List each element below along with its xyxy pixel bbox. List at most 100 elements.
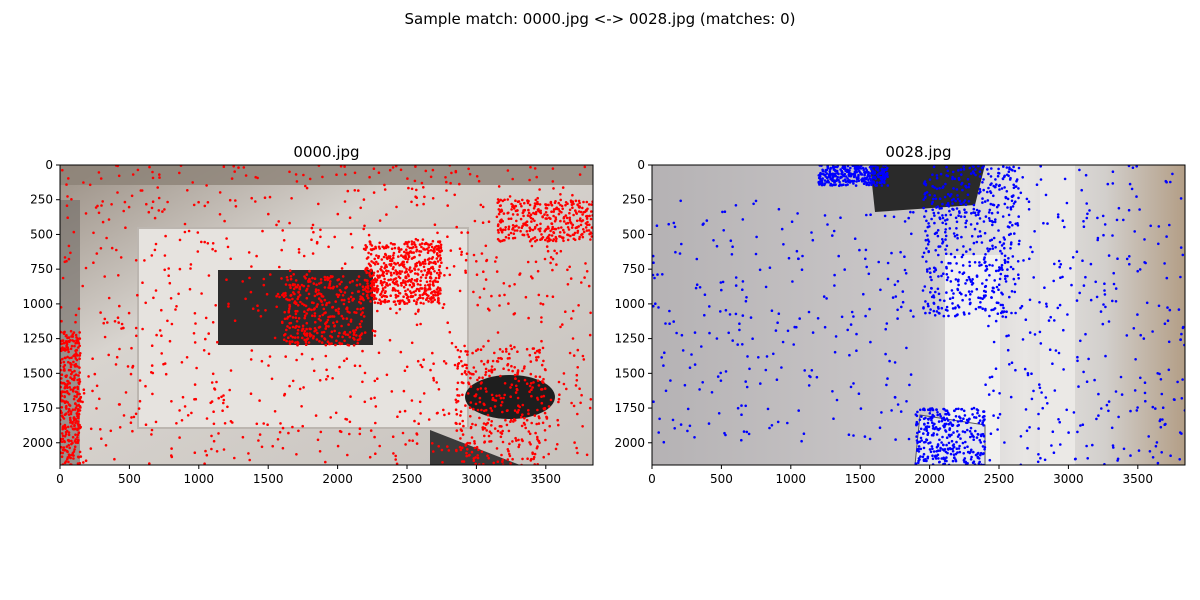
left-keypoint: [566, 283, 570, 286]
right-keypoint: [1082, 284, 1086, 287]
left-keypoint: [498, 294, 501, 297]
right-keypoint: [903, 220, 907, 223]
right-keypoint: [928, 193, 932, 197]
left-keypoint: [76, 393, 79, 396]
left-keypoint: [413, 179, 417, 183]
left-keypoint: [584, 226, 588, 229]
left-keypoint: [363, 331, 367, 334]
left-keypoint: [376, 262, 380, 266]
right-keypoint: [909, 210, 912, 214]
left-keypoint: [436, 286, 440, 289]
right-keypoints: [652, 165, 1185, 465]
right-keypoint: [981, 307, 984, 311]
left-keypoint: [423, 195, 426, 199]
left-keypoint: [507, 236, 511, 240]
right-keypoint: [944, 248, 947, 251]
right-keypoint: [951, 170, 955, 174]
right-keypoint: [1057, 351, 1061, 355]
right-keypoint: [1143, 381, 1147, 385]
left-keypoint: [258, 433, 262, 436]
left-keypoint: [458, 445, 462, 449]
right-keypoint: [975, 274, 979, 278]
right-keypoint: [662, 440, 666, 444]
left-keypoint: [479, 387, 483, 390]
left-keypoint: [393, 246, 397, 250]
right-keypoint: [920, 415, 923, 418]
left-keypoint: [518, 272, 522, 275]
left-keypoint: [74, 373, 78, 377]
left-keypoint: [78, 344, 81, 348]
right-keypoint: [997, 301, 1000, 305]
right-keypoint: [916, 448, 919, 451]
left-keypoint: [152, 296, 155, 300]
right-keypoint: [679, 423, 683, 426]
left-keypoint: [303, 310, 306, 314]
right-keypoint: [962, 271, 966, 275]
right-keypoint: [1009, 176, 1012, 180]
left-keypoint: [433, 223, 437, 226]
left-keypoint: [117, 274, 120, 277]
left-keypoint: [315, 338, 319, 341]
left-keypoint: [74, 438, 77, 441]
right-keypoint: [935, 445, 939, 449]
left-keypoint: [535, 358, 538, 362]
left-keypoint: [582, 230, 586, 234]
left-keypoint: [511, 213, 515, 216]
left-keypoint: [414, 312, 417, 316]
left-keypoint: [419, 283, 422, 287]
right-keypoint: [1013, 232, 1016, 235]
left-keypoint: [437, 246, 440, 250]
left-keypoint: [131, 364, 135, 368]
left-keypoint: [377, 171, 381, 174]
left-keypoint: [318, 292, 321, 295]
right-keypoint: [890, 409, 893, 412]
left-keypoint: [127, 205, 131, 209]
left-keypoint: [316, 303, 319, 306]
right-keypoint: [1122, 447, 1126, 451]
right-keypoint: [846, 177, 849, 180]
left-keypoint: [509, 395, 512, 399]
right-keypoint: [738, 328, 741, 332]
left-keypoint: [341, 294, 345, 297]
left-keypoint: [295, 324, 298, 328]
right-keypoint: [945, 436, 949, 440]
right-keypoint: [935, 187, 939, 191]
left-keypoint: [481, 221, 485, 224]
left-keypoint: [63, 256, 67, 259]
left-keypoint: [406, 258, 410, 261]
left-keypoint: [373, 301, 377, 304]
left-keypoint: [347, 323, 350, 326]
right-keypoint: [1063, 177, 1067, 181]
left-keypoint: [314, 290, 318, 293]
left-keypoint: [71, 370, 74, 374]
right-keypoint: [981, 421, 984, 424]
left-keypoint: [76, 436, 79, 439]
right-keypoint: [965, 250, 968, 253]
left-keypoint: [320, 334, 324, 338]
left-keypoint: [523, 223, 526, 226]
left-keypoint: [399, 350, 403, 354]
right-keypoint: [1168, 308, 1172, 312]
right-keypoint: [777, 312, 781, 316]
left-keypoint: [77, 307, 81, 311]
right-x-tick-label: 3000: [1053, 472, 1084, 486]
right-keypoint: [862, 168, 865, 172]
right-keypoint: [834, 335, 838, 338]
right-keypoint: [983, 296, 986, 299]
left-keypoint: [337, 278, 341, 281]
right-keypoint: [1106, 182, 1110, 186]
right-keypoint: [1062, 368, 1065, 371]
right-keypoint: [872, 172, 876, 175]
right-keypoint: [981, 452, 985, 456]
right-keypoint: [948, 447, 952, 450]
left-keypoint: [379, 279, 383, 283]
left-keypoint: [61, 390, 64, 393]
left-keypoint: [580, 393, 583, 397]
left-keypoint: [535, 422, 538, 426]
left-keypoint: [406, 296, 410, 299]
left-keypoint: [70, 335, 73, 338]
left-keypoint: [525, 382, 529, 386]
right-keypoint: [1063, 225, 1066, 229]
left-keypoint: [483, 427, 487, 430]
left-keypoint: [370, 260, 373, 263]
